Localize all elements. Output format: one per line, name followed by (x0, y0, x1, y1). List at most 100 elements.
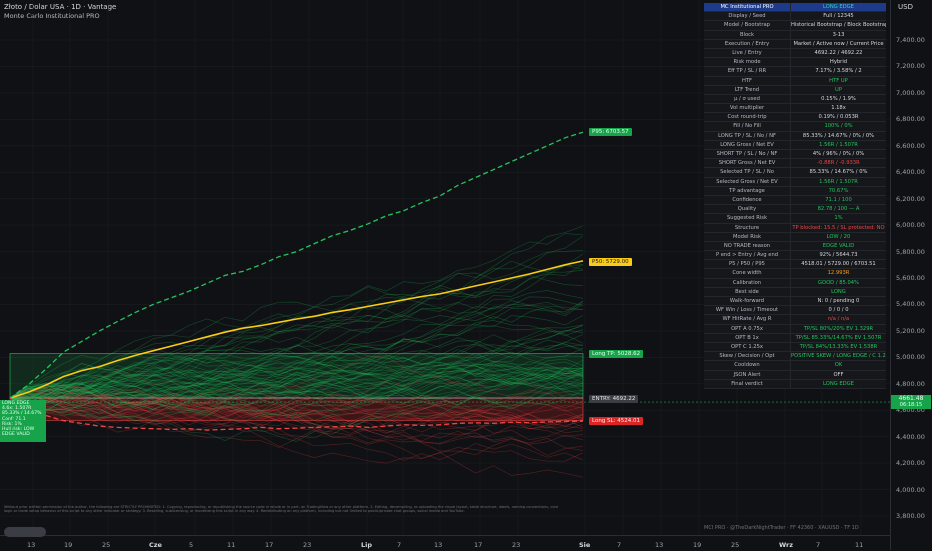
time-tick: Lip (361, 541, 373, 549)
stats-row: Live / Entry 4692.22 / 4692.22 (704, 48, 886, 59)
simulated-path (9, 396, 584, 431)
simulated-path (9, 372, 584, 404)
simulated-path (9, 356, 584, 407)
stats-row: SHORT Gross / Net EV -0.88R / -0.933R (704, 159, 886, 169)
time-tick: 19 (64, 541, 73, 549)
stats-key: Live / Entry (704, 48, 791, 58)
stats-key: μ / σ used (704, 94, 791, 104)
simulated-path (9, 370, 584, 422)
simulated-path (9, 371, 584, 402)
stats-key: LONG TP / SL / No / NF (704, 131, 791, 140)
stats-value: Full / 12345 (823, 13, 854, 20)
stats-row: SHORT TP / SL / No / NF 4% / 96% / 0% / 0… (704, 150, 886, 160)
stats-value: 1% (834, 215, 843, 222)
infobox-line: Risk: 1% (2, 421, 22, 427)
stats-row: Structure TP blocked: 15.5 / SL protected… (704, 223, 886, 233)
stats-value: 7.17% / 3.58% / 2 (815, 68, 862, 75)
price-tick: 6,800.00 (896, 115, 925, 124)
stats-value: OK (834, 362, 843, 369)
simulated-path (9, 367, 584, 414)
infobox-line: Conf: 71.1 (2, 416, 26, 422)
stats-value: n/a / n/a (827, 316, 850, 323)
time-tick: 5 (189, 541, 194, 549)
time-axis[interactable] (0, 535, 890, 551)
stats-table: MC Institutional PRO LONG EDGE Display / S… (704, 3, 886, 389)
time-tick: 17 (265, 541, 274, 549)
simulated-path (9, 367, 584, 409)
stats-key: OPT A 0.75x (704, 324, 791, 333)
simulated-path (9, 397, 584, 429)
price-tick: 4,800.00 (896, 379, 925, 388)
simulated-path (9, 372, 584, 407)
stats-key: SHORT TP / SL / No / NF (704, 150, 791, 159)
current-price: 4661.48 (898, 395, 924, 402)
stats-value: 3-13 (832, 31, 845, 38)
stats-value: TP/SL 80%/20% EV 1.329R (803, 325, 874, 332)
simulated-path (9, 296, 584, 399)
stats-value: LONG EDGE (823, 4, 854, 10)
price-tick: 5,800.00 (896, 247, 925, 256)
p95-label: P95: 6703.57 (589, 128, 632, 136)
stats-row: Risk mode Hybrid (704, 58, 886, 68)
stats-key: WF HitRate / Avg R (704, 315, 791, 324)
stats-key: Confidence (704, 195, 791, 205)
stats-value: 4518.01 / 5729.00 / 6703.51 (801, 261, 876, 268)
stats-key: JSON Alert (704, 370, 791, 379)
simulated-path (9, 388, 584, 433)
stats-row: Best side LONG (704, 287, 886, 297)
price-tick: 6,600.00 (896, 141, 925, 150)
time-tick: 7 (397, 541, 402, 549)
tradingview-logo-icon[interactable] (4, 527, 46, 537)
simulated-path (9, 396, 584, 464)
price-tick: 6,400.00 (896, 168, 925, 177)
infobox-line: Hull risk: LOW (2, 427, 35, 433)
current-price-timer: 06:18:15 (899, 402, 923, 408)
simulated-path (9, 388, 584, 422)
stats-key: OPT B 1x (704, 333, 791, 342)
stats-key: Final verdict (704, 379, 791, 388)
time-tick: 23 (512, 541, 521, 549)
simulated-path (9, 355, 584, 412)
simulated-path (9, 339, 584, 399)
stats-value: -0.88R / -0.933R (817, 160, 860, 167)
signal-infobox: LONG EDGE 4.6x: 1.507R 85.33% / 14.67% Conf… (0, 400, 46, 442)
stats-row: P5 / P50 / P95 4518.01 / 5729.00 / 6703.5… (704, 260, 886, 270)
stats-value: 4692.22 / 4692.22 (814, 49, 863, 56)
stats-row: Display / Seed Full / 12345 (704, 12, 886, 22)
simulated-path (9, 380, 584, 412)
price-axis[interactable] (890, 0, 932, 550)
simulated-path (9, 370, 584, 407)
stats-key: HTF (704, 76, 791, 85)
stats-key: P end > Entry / Avg end (704, 251, 791, 260)
simulated-path (9, 325, 584, 404)
stats-value: 0.15% / 1.9% (821, 95, 856, 102)
infobox-line: 85.33% / 14.67% (2, 411, 42, 417)
price-tick: 6,200.00 (896, 194, 925, 203)
simulated-path (9, 385, 584, 427)
stats-row: Walk-forward N: 0 / pending 0 (704, 297, 886, 307)
stats-row: Model / Bootstrap Historical Bootstrap / … (704, 21, 886, 31)
current-price-badge: 4661.48 06:18:15 (891, 395, 931, 409)
stats-key: P5 / P50 / P95 (704, 260, 791, 269)
stats-key: Skew / Decision / Opt (704, 352, 791, 361)
simulated-path (9, 388, 584, 425)
stats-key: NO TRADE reason (704, 241, 791, 251)
p50-label: P50: 5729.00 (589, 258, 632, 266)
stats-row: HTF HTF UP (704, 76, 886, 86)
series-p95 (9, 131, 584, 399)
stats-value: 1.18x (831, 105, 846, 112)
price-tick: 7,200.00 (896, 62, 925, 71)
stats-row: TP advantage 70.67% (704, 186, 886, 196)
simulated-path (9, 383, 584, 422)
stats-value: TP blocked: 15.5 / SL protected: NO (792, 224, 885, 231)
simulated-path (9, 303, 584, 399)
stats-row: Eff TP / SL / RR 7.17% / 3.58% / 2 (704, 67, 886, 77)
time-tick: Wrz (779, 541, 794, 549)
stats-row: Execution / Entry Market / Active now / C… (704, 39, 886, 49)
stats-value: OFF (833, 371, 844, 378)
simulated-path (9, 395, 584, 425)
infobox-line: LONG EDGE (2, 401, 30, 406)
stats-row: Quality 82.78 / 100 — A (704, 205, 886, 215)
stats-row: OPT A 0.75x TP/SL 80%/20% EV 1.329R (704, 324, 886, 334)
currency-label[interactable]: USD (898, 3, 913, 11)
